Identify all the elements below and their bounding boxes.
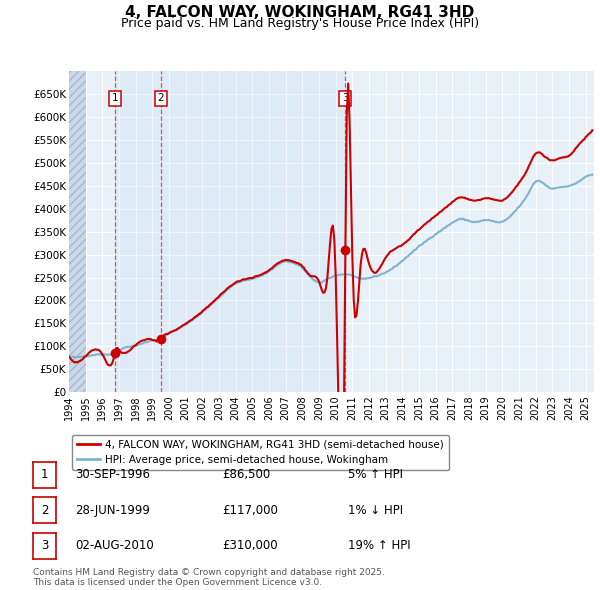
Text: Contains HM Land Registry data © Crown copyright and database right 2025.
This d: Contains HM Land Registry data © Crown c…	[33, 568, 385, 587]
Legend: 4, FALCON WAY, WOKINGHAM, RG41 3HD (semi-detached house), HPI: Average price, se: 4, FALCON WAY, WOKINGHAM, RG41 3HD (semi…	[71, 435, 449, 470]
Text: £86,500: £86,500	[222, 468, 270, 481]
Text: Price paid vs. HM Land Registry's House Price Index (HPI): Price paid vs. HM Land Registry's House …	[121, 17, 479, 30]
Text: £310,000: £310,000	[222, 539, 278, 552]
Bar	[115, 71, 161, 392]
Text: 28-JUN-1999: 28-JUN-1999	[75, 504, 150, 517]
Text: 30-SEP-1996: 30-SEP-1996	[75, 468, 150, 481]
Text: 5% ↑ HPI: 5% ↑ HPI	[348, 468, 403, 481]
Text: 1% ↓ HPI: 1% ↓ HPI	[348, 504, 403, 517]
Text: 2: 2	[157, 93, 164, 103]
Text: £117,000: £117,000	[222, 504, 278, 517]
Text: 4, FALCON WAY, WOKINGHAM, RG41 3HD: 4, FALCON WAY, WOKINGHAM, RG41 3HD	[125, 5, 475, 19]
Text: 02-AUG-2010: 02-AUG-2010	[75, 539, 154, 552]
Text: 3: 3	[41, 539, 48, 552]
Bar	[161, 71, 346, 392]
Text: 2: 2	[41, 504, 48, 517]
Text: 3: 3	[342, 93, 349, 103]
Text: 19% ↑ HPI: 19% ↑ HPI	[348, 539, 410, 552]
Text: 1: 1	[41, 468, 48, 481]
Text: 1: 1	[112, 93, 118, 103]
